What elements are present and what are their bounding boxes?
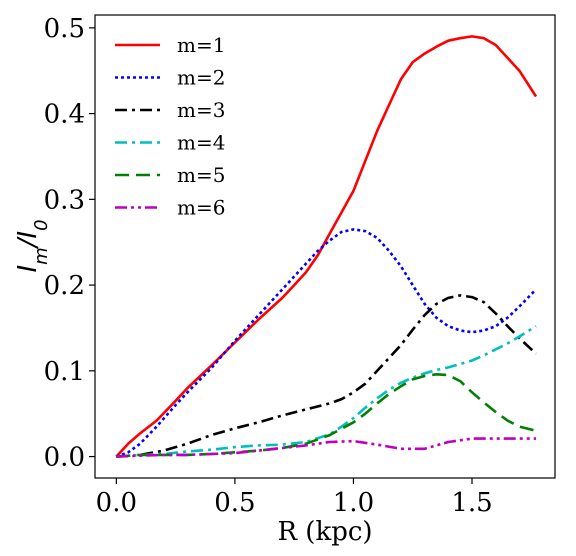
y-label-sub1: m bbox=[31, 247, 52, 265]
y-tick-label: 0.4 bbox=[44, 100, 85, 130]
y-label-mid: /I bbox=[13, 231, 43, 249]
y-label-sub2: 0 bbox=[31, 219, 52, 230]
plot-frame bbox=[94, 14, 556, 479]
legend-label-m6: m=6 bbox=[177, 196, 225, 220]
series-line-m5 bbox=[116, 372, 537, 458]
series-line-m3 bbox=[116, 294, 537, 458]
legend: m=1 m=2 m=3 m=4 m=5 m=6 bbox=[115, 33, 225, 220]
y-axis-label: Im/I0 bbox=[13, 219, 52, 272]
x-tick-label: 1.5 bbox=[451, 488, 492, 518]
y-axis-ticks: 0.0 0.1 0.2 0.3 0.4 0.5 bbox=[44, 14, 95, 473]
series-line-m2 bbox=[115, 228, 537, 458]
y-tick-label: 0.5 bbox=[44, 14, 85, 44]
legend-label-m1: m=1 bbox=[177, 33, 225, 57]
x-tick-label: 0.0 bbox=[96, 488, 137, 518]
y-tick-label: 0.1 bbox=[44, 357, 85, 387]
series-line-m4 bbox=[116, 325, 537, 458]
legend-label-m3: m=3 bbox=[177, 98, 225, 122]
x-axis-ticks: 0.0 0.5 1.0 1.5 bbox=[96, 478, 493, 518]
y-tick-label: 0.0 bbox=[44, 443, 85, 473]
x-tick-label: 1.0 bbox=[333, 488, 374, 518]
y-tick-label: 0.2 bbox=[44, 271, 85, 301]
x-tick-label: 0.5 bbox=[214, 488, 255, 518]
legend-label-m5: m=5 bbox=[177, 163, 225, 187]
plot-lines bbox=[115, 35, 538, 458]
svg-text:Im/I0: Im/I0 bbox=[13, 219, 52, 272]
y-tick-label: 0.3 bbox=[44, 185, 85, 215]
legend-label-m2: m=2 bbox=[177, 66, 225, 90]
series-line-m6 bbox=[116, 437, 536, 458]
legend-label-m4: m=4 bbox=[177, 131, 225, 155]
y-label-main: I bbox=[13, 265, 43, 273]
x-axis-label: R (kpc) bbox=[277, 517, 372, 547]
series-line-m1 bbox=[115, 35, 538, 458]
